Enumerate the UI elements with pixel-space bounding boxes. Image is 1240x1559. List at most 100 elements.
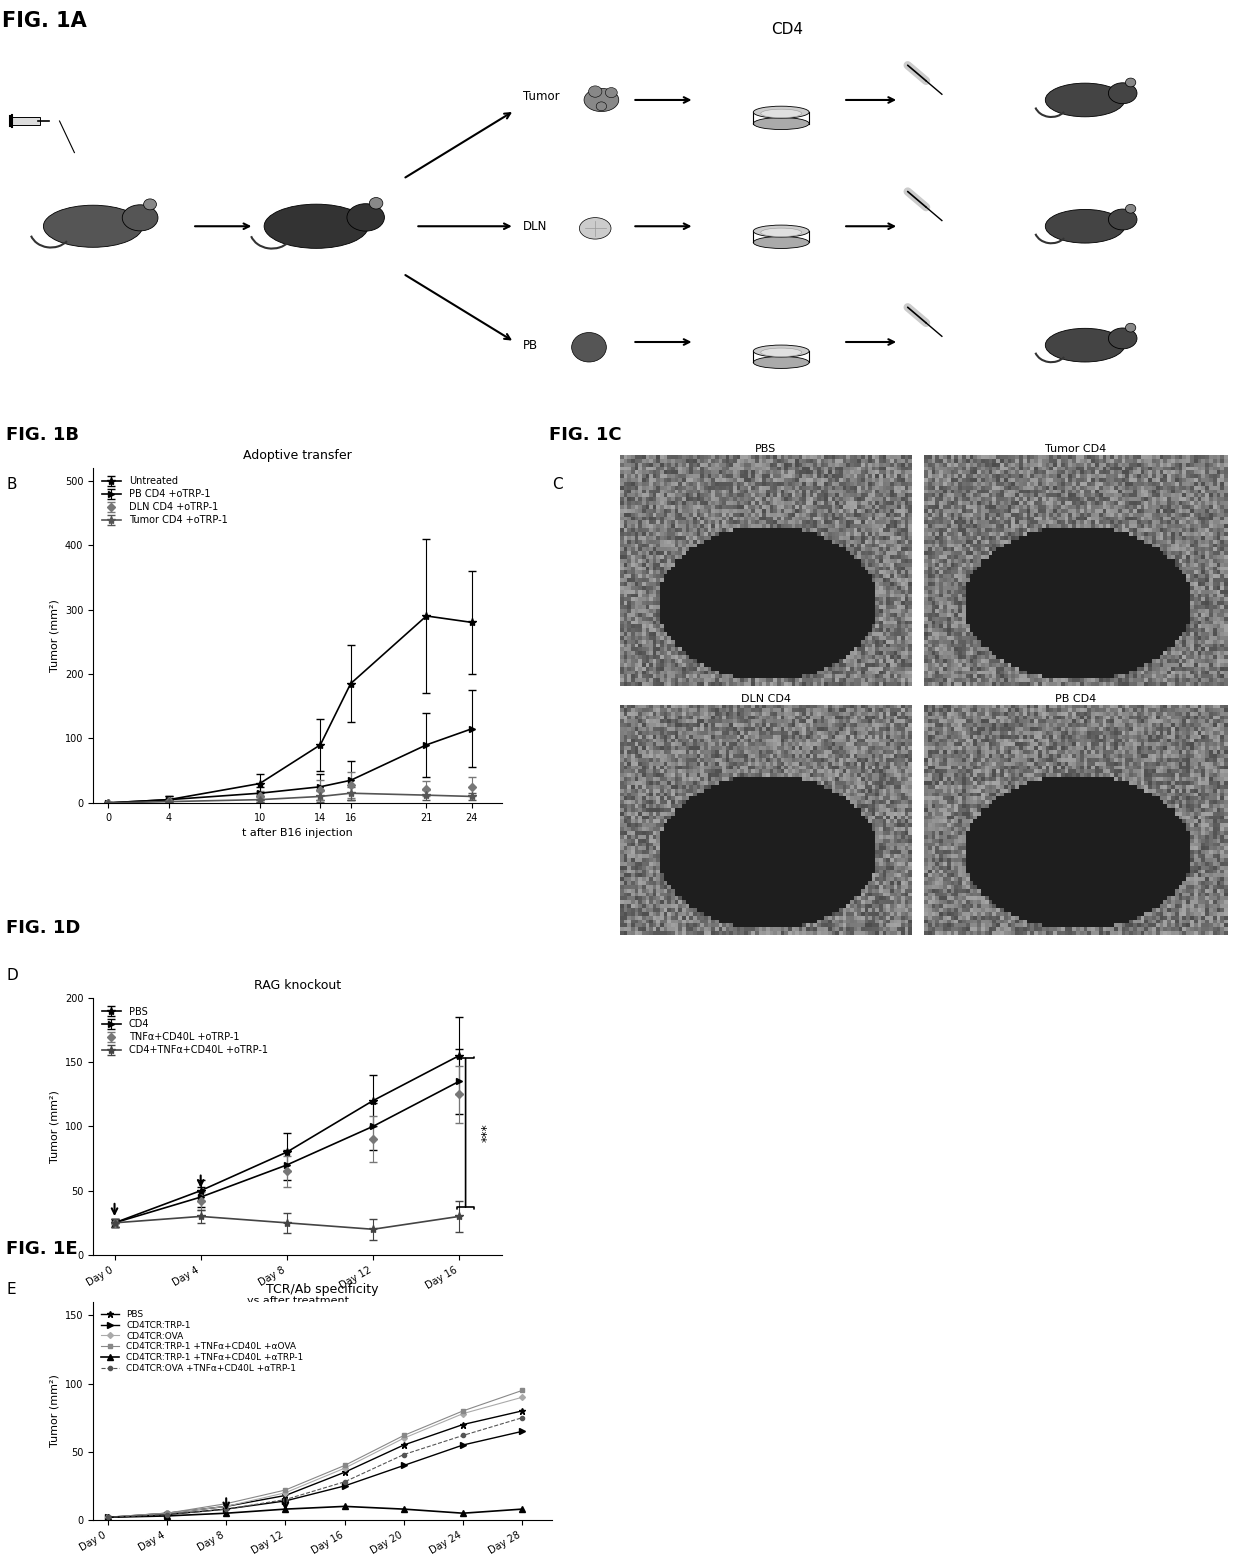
Ellipse shape <box>753 357 808 368</box>
Ellipse shape <box>1126 204 1136 214</box>
CD4TCR:TRP-1 +TNFα+CD40L +αOVA <box>397 1426 412 1445</box>
Title: RAG knockout: RAG knockout <box>254 979 341 993</box>
CD4TCR:OVA <box>100 1508 115 1526</box>
Ellipse shape <box>760 228 801 237</box>
Ellipse shape <box>1109 327 1137 349</box>
Text: DLN: DLN <box>523 220 548 232</box>
CD4TCR:TRP-1 <box>515 1422 529 1441</box>
Title: PBS: PBS <box>755 444 776 455</box>
Ellipse shape <box>347 204 384 231</box>
PBS <box>278 1486 293 1504</box>
Ellipse shape <box>753 106 808 118</box>
Ellipse shape <box>1109 83 1137 104</box>
Title: DLN CD4: DLN CD4 <box>740 694 791 705</box>
Ellipse shape <box>760 348 801 357</box>
Circle shape <box>572 332 606 362</box>
CD4TCR:OVA <box>397 1428 412 1447</box>
Circle shape <box>589 86 601 97</box>
CD4TCR:OVA +TNFα+CD40L +αTRP-1 <box>100 1508 115 1526</box>
PBS <box>455 1416 470 1434</box>
Line: CD4TCR:TRP-1 +TNFα+CD40L +αOVA: CD4TCR:TRP-1 +TNFα+CD40L +αOVA <box>105 1389 525 1520</box>
CD4TCR:TRP-1 +TNFα+CD40L +αTRP-1 <box>278 1500 293 1518</box>
Ellipse shape <box>579 218 611 239</box>
Ellipse shape <box>1045 329 1125 362</box>
Ellipse shape <box>144 200 156 210</box>
Text: D: D <box>6 968 17 984</box>
Ellipse shape <box>123 204 157 231</box>
CD4TCR:TRP-1 +TNFα+CD40L +αOVA <box>160 1504 175 1523</box>
CD4TCR:TRP-1 +TNFα+CD40L +αTRP-1 <box>515 1500 529 1518</box>
CD4TCR:TRP-1 +TNFα+CD40L +αOVA <box>515 1381 529 1400</box>
PBS <box>218 1497 233 1515</box>
Y-axis label: Tumor (mm²): Tumor (mm²) <box>50 1375 60 1447</box>
CD4TCR:OVA +TNFα+CD40L +αTRP-1 <box>515 1408 529 1426</box>
CD4TCR:TRP-1 +TNFα+CD40L +αOVA <box>100 1508 115 1526</box>
CD4TCR:TRP-1 +TNFα+CD40L +αTRP-1 <box>218 1504 233 1523</box>
Text: CD4: CD4 <box>771 22 804 37</box>
CD4TCR:OVA +TNFα+CD40L +αTRP-1 <box>455 1426 470 1445</box>
X-axis label: ys after treatment: ys after treatment <box>247 1297 348 1306</box>
CD4TCR:OVA +TNFα+CD40L +αTRP-1 <box>337 1472 352 1490</box>
Text: FIG. 1E: FIG. 1E <box>6 1239 78 1258</box>
Ellipse shape <box>760 109 801 117</box>
Legend: Untreated, PB CD4 +οTRP-1, DLN CD4 +οTRP-1, Tumor CD4 +οTRP-1: Untreated, PB CD4 +οTRP-1, DLN CD4 +οTRP… <box>98 472 232 529</box>
Y-axis label: Tumor (mm²): Tumor (mm²) <box>50 1090 60 1163</box>
CD4TCR:TRP-1 +TNFα+CD40L +αTRP-1 <box>455 1504 470 1523</box>
Title: Adoptive transfer: Adoptive transfer <box>243 449 352 463</box>
Ellipse shape <box>264 204 368 248</box>
CD4TCR:TRP-1 +TNFα+CD40L +αOVA <box>455 1402 470 1420</box>
Ellipse shape <box>43 206 143 248</box>
Text: PB: PB <box>523 338 538 352</box>
CD4TCR:OVA +TNFα+CD40L +αTRP-1 <box>397 1445 412 1464</box>
Title: Tumor CD4: Tumor CD4 <box>1045 444 1106 455</box>
PBS <box>100 1508 115 1526</box>
Text: B: B <box>6 477 16 493</box>
CD4TCR:OVA <box>160 1504 175 1523</box>
PBS <box>337 1462 352 1481</box>
CD4TCR:TRP-1 +TNFα+CD40L +αOVA <box>337 1456 352 1475</box>
CD4TCR:TRP-1 +TNFα+CD40L +αTRP-1 <box>160 1506 175 1525</box>
CD4TCR:TRP-1 <box>278 1492 293 1511</box>
CD4TCR:TRP-1 <box>218 1500 233 1518</box>
CD4TCR:OVA +TNFα+CD40L +αTRP-1 <box>278 1490 293 1509</box>
CD4TCR:TRP-1 +TNFα+CD40L +αOVA <box>278 1481 293 1500</box>
Line: CD4TCR:OVA: CD4TCR:OVA <box>105 1395 525 1520</box>
Legend: PBS, CD4, TNFα+CD40L +οTRP-1, CD4+TNFα+CD40L +οTRP-1: PBS, CD4, TNFα+CD40L +οTRP-1, CD4+TNFα+C… <box>98 1002 272 1059</box>
CD4TCR:TRP-1 <box>100 1508 115 1526</box>
CD4TCR:TRP-1 +TNFα+CD40L +αTRP-1 <box>100 1508 115 1526</box>
Ellipse shape <box>753 345 808 357</box>
CD4TCR:OVA +TNFα+CD40L +αTRP-1 <box>160 1506 175 1525</box>
Text: E: E <box>6 1283 16 1297</box>
Text: FIG. 1B: FIG. 1B <box>6 426 79 444</box>
Text: FIG. 1A: FIG. 1A <box>2 11 87 31</box>
X-axis label: t after B16 injection: t after B16 injection <box>242 828 353 839</box>
CD4TCR:OVA +TNFα+CD40L +αTRP-1 <box>218 1500 233 1518</box>
Title: PB CD4: PB CD4 <box>1055 694 1096 705</box>
CD4TCR:TRP-1 +TNFα+CD40L +αTRP-1 <box>397 1500 412 1518</box>
CD4TCR:TRP-1 <box>397 1456 412 1475</box>
Ellipse shape <box>753 117 808 129</box>
Legend: PBS, CD4TCR:TRP-1, CD4TCR:OVA, CD4TCR:TRP-1 +TNFα+CD40L +αOVA, CD4TCR:TRP-1 +TNF: PBS, CD4TCR:TRP-1, CD4TCR:OVA, CD4TCR:TR… <box>98 1306 308 1377</box>
Text: FIG. 1D: FIG. 1D <box>6 918 81 937</box>
Ellipse shape <box>1045 209 1125 243</box>
CD4TCR:TRP-1 <box>160 1506 175 1525</box>
Text: C: C <box>552 477 563 493</box>
FancyBboxPatch shape <box>11 117 40 125</box>
PBS <box>160 1504 175 1523</box>
Text: FIG. 1C: FIG. 1C <box>549 426 622 444</box>
PBS <box>397 1436 412 1455</box>
CD4TCR:TRP-1 +TNFα+CD40L +αTRP-1 <box>337 1497 352 1515</box>
Line: CD4TCR:OVA +TNFα+CD40L +αTRP-1: CD4TCR:OVA +TNFα+CD40L +αTRP-1 <box>105 1416 525 1520</box>
Ellipse shape <box>1109 209 1137 231</box>
Ellipse shape <box>1126 78 1136 87</box>
Text: ***: *** <box>481 1124 494 1143</box>
CD4TCR:OVA <box>218 1497 233 1515</box>
Title: TCR/Ab specificity: TCR/Ab specificity <box>267 1283 378 1297</box>
Ellipse shape <box>753 224 808 237</box>
Ellipse shape <box>370 198 383 209</box>
Ellipse shape <box>753 237 808 248</box>
CD4TCR:TRP-1 +TNFα+CD40L +αOVA <box>218 1494 233 1512</box>
CD4TCR:OVA <box>278 1484 293 1503</box>
CD4TCR:TRP-1 <box>455 1436 470 1455</box>
Line: CD4TCR:TRP-1: CD4TCR:TRP-1 <box>105 1428 525 1520</box>
